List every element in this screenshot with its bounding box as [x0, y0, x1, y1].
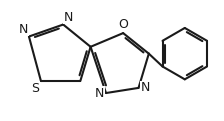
Text: N: N [140, 81, 150, 94]
Text: S: S [31, 82, 39, 95]
Text: N: N [19, 23, 28, 36]
Text: N: N [64, 11, 73, 24]
Text: N: N [95, 87, 104, 100]
Text: O: O [118, 18, 128, 30]
